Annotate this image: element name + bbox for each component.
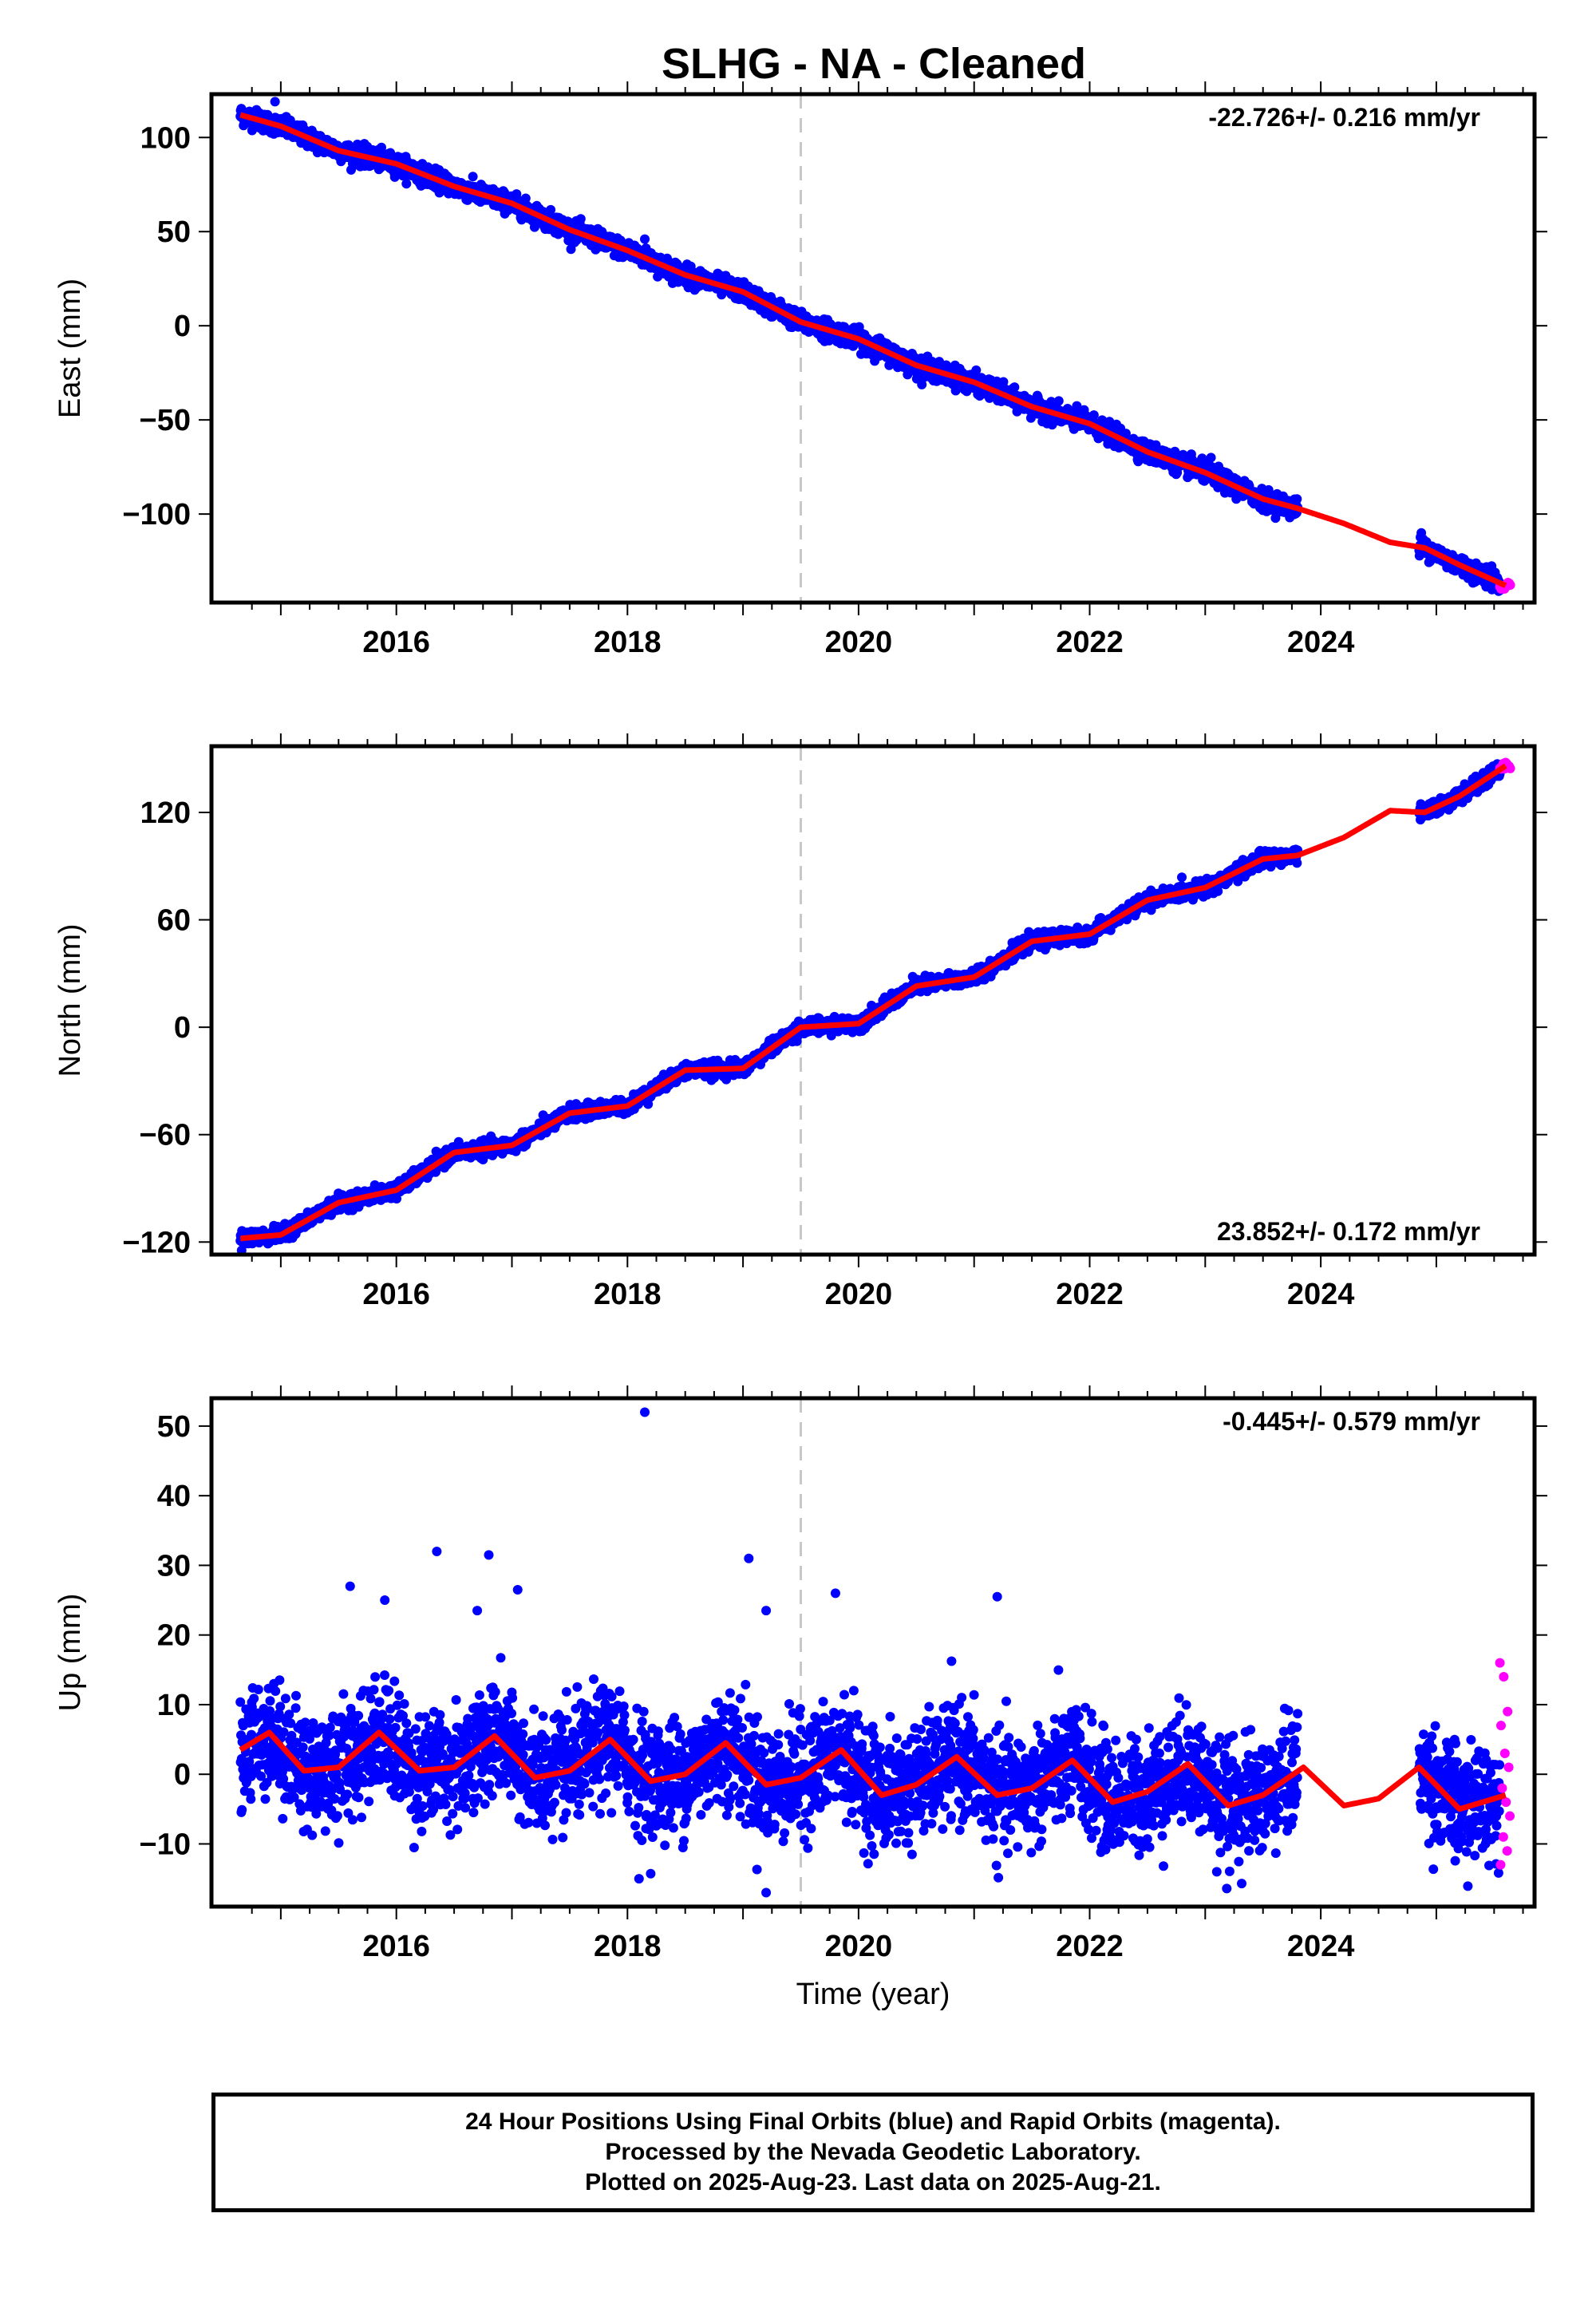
x-tick-label: 2024 [1287, 626, 1355, 659]
data-point [401, 179, 412, 189]
data-point [546, 204, 556, 215]
y-tick-label: −100 [122, 498, 191, 532]
y-tick-label: −50 [140, 404, 191, 437]
data-point [1009, 382, 1020, 393]
data-point [468, 172, 478, 182]
final-orbits-points [235, 759, 1505, 1255]
outlier-point [640, 234, 650, 244]
y-tick-label: 50 [157, 215, 191, 249]
data-point [971, 365, 982, 375]
rapid-point [1505, 580, 1515, 591]
outlier-point [270, 97, 280, 107]
outlier-point [1206, 453, 1216, 463]
x-tick-label: 2016 [362, 626, 430, 659]
panel-east: 2016 2018 2020 2022 2024 100 50 0 −50 −100 East (m… [53, 81, 1547, 659]
chart-title: SLHG - NA - Cleaned [662, 40, 1086, 88]
data-point [1088, 410, 1099, 421]
data-point [1053, 396, 1064, 406]
x-tick-label: 2020 [825, 626, 893, 659]
data-point [377, 142, 386, 152]
y-axis-label: East (mm) [53, 279, 87, 418]
y-tick-label: 100 [140, 121, 191, 155]
rate-annotation: -22.726+/- 0.216 mm/yr [1208, 103, 1480, 132]
y-tick-label: 0 [174, 310, 191, 343]
x-tick-label: 2022 [1056, 626, 1124, 659]
data-point [917, 379, 927, 389]
x-tick-label: 2018 [594, 626, 662, 659]
outlier-point [1416, 528, 1427, 538]
data-point [1292, 494, 1302, 504]
data-point [575, 214, 586, 224]
data-point [520, 193, 531, 204]
data-point [950, 385, 961, 396]
